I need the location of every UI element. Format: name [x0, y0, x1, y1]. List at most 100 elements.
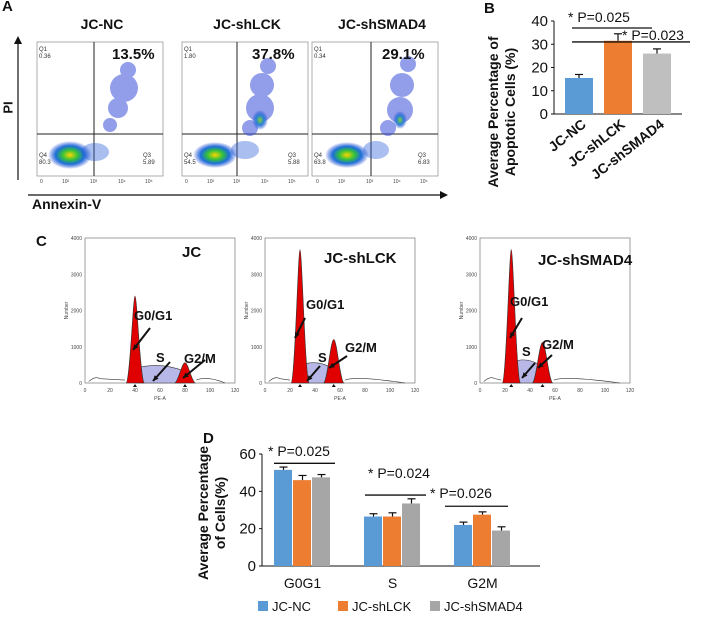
svg-text:10²: 10²: [338, 179, 346, 185]
phase-arrow-head: [522, 372, 528, 378]
y-tick-label: 1000: [71, 345, 82, 351]
y-tick-label: 20: [531, 60, 548, 77]
svg-text:10²: 10²: [62, 179, 70, 185]
cycle-title-2: JC-shLCK: [324, 250, 397, 267]
quadrant-q1-label-2: Q1 1.80: [184, 47, 196, 61]
phase-label-g0g1-2: G0/G1: [306, 297, 345, 312]
q1-name: Q1: [184, 47, 193, 53]
flow-xlabel: Annexin-V: [32, 196, 102, 212]
q1-value: 0.34: [314, 54, 326, 60]
x-axis-title: PE-A: [334, 396, 346, 402]
histogram-outline: [483, 377, 621, 384]
x-tick-label: 40: [132, 388, 138, 394]
svg-text:10⁵: 10⁵: [145, 179, 153, 185]
g0g1-marker: [298, 384, 302, 387]
y-axis-label-line-2: of Cells(%): [212, 477, 228, 549]
q1-value: 0.36: [39, 54, 51, 60]
phase-arrow-head: [329, 362, 335, 368]
bar-S-JC-shSMAD4: [402, 503, 420, 566]
flow-ylabel: PI: [0, 101, 16, 114]
svg-text:10⁴: 10⁴: [261, 179, 269, 185]
flow-title-1: JC-NC: [80, 16, 124, 32]
phase-arrow-head: [295, 332, 300, 338]
flow-pct-2: 37.8%: [252, 46, 295, 63]
g0g1-peak: [501, 249, 521, 384]
panel-label-d: D: [203, 430, 214, 447]
x-tick-label: 0: [84, 388, 87, 394]
sig-annotation-3: * P=0.026: [430, 485, 492, 501]
histogram-outline: [268, 377, 406, 384]
cell-cycle-bar-chart: 0 20 40 60 G0G1 S G2M * P=0.025 * P=0.024* P=0.0…: [195, 443, 540, 614]
phase-label-g2m-2: G2/M: [345, 340, 377, 355]
bar-S-JC-NC: [364, 516, 382, 566]
bar-G0G1-JC-NC: [274, 469, 292, 566]
q4-value: 54.5: [184, 160, 196, 166]
sig-annotation-2: * P=0.024: [368, 465, 430, 481]
y-tick-label: 0: [248, 558, 256, 575]
flow-plots: 0 10² 10³ 10⁴ 10⁵ 0 10² 10³ 10⁴ 10⁵ 0 10² 10³ 10⁴ 10…: [14, 36, 448, 199]
bar-JC-NC: [565, 77, 593, 114]
y-axis-label: Average Percentage ofApoptotic Cells (%): [485, 36, 518, 188]
svg-text:0: 0: [316, 179, 319, 185]
quadrant-q1-label-1: Q1 0.36: [39, 47, 51, 61]
sig-annotation-1: * P=0.025: [568, 9, 630, 25]
y-tick-label: 4000: [466, 236, 477, 242]
q1-name: Q1: [39, 47, 48, 53]
flow-plot-2: [181, 41, 309, 177]
quadrant-q3-label-1: Q3 5.89: [143, 153, 155, 167]
bar-JC-shLCK: [604, 40, 632, 115]
q3-name: Q3: [143, 153, 152, 159]
g2m-marker: [540, 384, 545, 387]
svg-text:10⁴: 10⁴: [118, 179, 126, 185]
g2m-marker: [183, 384, 187, 387]
flow-title-2: JC-shLCK: [213, 16, 281, 32]
flow-title-3: JC-shSMAD4: [338, 16, 426, 32]
x-tick-label: 20: [502, 388, 508, 394]
y-tick-label: 60: [239, 446, 256, 463]
q3-name: Q3: [288, 153, 297, 159]
y-tick-label: 4000: [251, 236, 262, 242]
g2m-peak: [174, 362, 196, 384]
phase-label-g2m-1: G2/M: [184, 351, 216, 366]
x-tick-label: 100: [386, 388, 395, 394]
y-tick-label: 2000: [251, 309, 262, 315]
y-tick-label: 0: [79, 381, 82, 387]
g0g1-marker: [509, 384, 514, 387]
x-tick-label: 120: [626, 388, 635, 394]
bar-G2M-JC-shSMAD4: [492, 530, 510, 566]
phase-arrow-head: [510, 332, 516, 338]
x-tick-label: 100: [206, 388, 215, 394]
histogram-outline: [88, 377, 226, 384]
y-axis-title: Number: [459, 301, 465, 319]
flow-pct-3: 29.1%: [382, 46, 425, 63]
flow-plot-1: [36, 41, 164, 177]
x-tick-label: 100: [601, 388, 610, 394]
y-tick-label: 40: [531, 13, 548, 30]
phase-arrow-head: [133, 344, 139, 350]
bar-JC-shSMAD4: [643, 53, 671, 114]
q4-name: Q4: [184, 153, 193, 159]
svg-text:10⁵: 10⁵: [420, 179, 428, 185]
x-tick-label: 40: [527, 388, 533, 394]
svg-text:10²: 10²: [207, 179, 215, 185]
q3-value: 5.89: [143, 160, 155, 166]
svg-text:10³: 10³: [90, 179, 98, 185]
y-axis-title: Number: [64, 301, 70, 319]
x-tick-label: 0: [479, 388, 482, 394]
svg-text:10⁵: 10⁵: [288, 179, 296, 185]
g0g1-peak: [290, 249, 310, 384]
x-tick-label: 80: [362, 388, 368, 394]
quadrant-q4-label-1: Q4 80.3: [39, 153, 51, 167]
y-axis-label: Average Percentageof Cells(%): [195, 446, 228, 580]
y-axis-label-line-1: Average Percentage of: [485, 36, 501, 188]
cycle-plot-1: 0 1000 2000 3000 4000 0 20 40 60 80 100 120 PE-A Numb…: [64, 236, 239, 402]
phase-arrow-head: [183, 372, 189, 378]
q1-value: 1.80: [184, 54, 196, 60]
legend-label-JC-shSMAD4: JC-shSMAD4: [444, 599, 523, 614]
quadrant-q3-label-2: Q3 5.88: [288, 153, 300, 167]
quadrant-q3-label-3: Q3 6.83: [418, 153, 430, 167]
x-tick-label: 0: [264, 388, 267, 394]
x-tick-label: 60: [337, 388, 343, 394]
y-tick-label: 2000: [71, 309, 82, 315]
